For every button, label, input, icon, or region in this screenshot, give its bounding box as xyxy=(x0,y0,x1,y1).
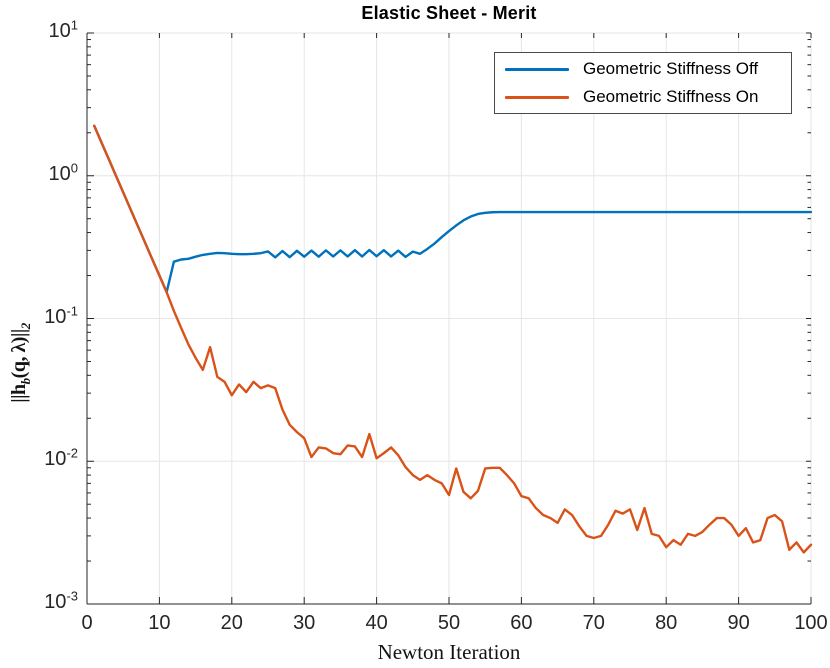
legend: Geometric Stiffness Off Geometric Stiffn… xyxy=(494,52,792,114)
legend-item-geometric-stiffness-on: Geometric Stiffness On xyxy=(495,85,791,109)
series-line-geometric-stiffness-on xyxy=(93,124,813,554)
legend-line-swatch-orange xyxy=(505,95,569,99)
x-tick-label: 0 xyxy=(81,612,93,634)
y-tick-label: 10-3 xyxy=(44,588,78,613)
series-line-geometric-stiffness-off xyxy=(93,124,813,294)
y-tick-label: 10-1 xyxy=(44,302,78,328)
chart-title: Elastic Sheet - Merit xyxy=(361,3,537,23)
x-tick-label: 20 xyxy=(220,612,243,634)
legend-line-swatch-blue xyxy=(505,67,569,71)
x-tick-label: 40 xyxy=(365,612,388,634)
x-tick-label: 100 xyxy=(794,612,828,634)
x-tick-label: 10 xyxy=(148,612,171,634)
tick-marks xyxy=(86,32,812,605)
y-tick-label: 10-2 xyxy=(44,445,78,471)
legend-label: Geometric Stiffness On xyxy=(583,87,759,106)
grid-lines xyxy=(87,32,812,604)
x-tick-label: 30 xyxy=(293,612,316,634)
x-axis-label: Newton Iteration xyxy=(377,640,521,664)
x-tick-label: 60 xyxy=(510,612,533,634)
y-tick-label: 101 xyxy=(48,17,78,42)
x-tick-label: 70 xyxy=(582,612,605,634)
legend-label: Geometric Stiffness Off xyxy=(583,59,759,78)
x-tick-label: 90 xyxy=(727,612,750,634)
x-tick-label: 80 xyxy=(655,612,678,634)
y-tick-label: 100 xyxy=(48,160,78,185)
legend-item-geometric-stiffness-off: Geometric Stiffness Off xyxy=(495,57,791,81)
x-tick-label: 50 xyxy=(437,612,461,634)
